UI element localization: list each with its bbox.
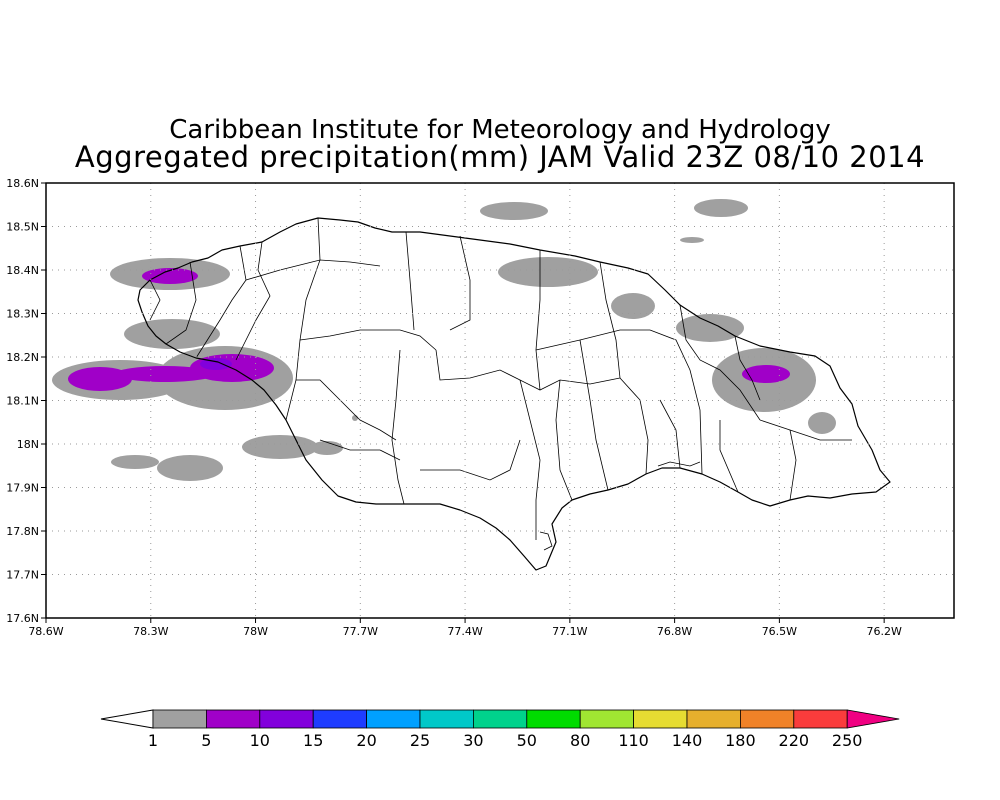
rain-area-gray bbox=[680, 237, 704, 243]
colorbar-label: 50 bbox=[517, 731, 537, 750]
y-tick-label: 17.7N bbox=[6, 569, 39, 582]
x-tick-label: 78.6W bbox=[28, 625, 63, 638]
y-tick-label: 17.8N bbox=[6, 525, 39, 538]
jamaica-coastline bbox=[137, 217, 891, 571]
colorbar-swatch bbox=[526, 709, 581, 729]
colorbar-low-arrow bbox=[100, 709, 154, 729]
precipitation-layer bbox=[52, 199, 836, 481]
colorbar-label: 25 bbox=[410, 731, 430, 750]
rain-area-gray bbox=[242, 435, 318, 459]
rain-area-purple bbox=[142, 268, 198, 284]
colorbar-swatch bbox=[152, 709, 207, 729]
graticule bbox=[46, 183, 954, 618]
offshore-cays bbox=[539, 461, 701, 551]
rain-area-gray bbox=[480, 202, 548, 220]
colorbar-label: 110 bbox=[618, 731, 649, 750]
colorbar-swatch bbox=[579, 709, 635, 729]
x-tick-label: 78.3W bbox=[133, 625, 168, 638]
x-tick-label: 77.7W bbox=[343, 625, 378, 638]
longitude-axis: 78.6W 78.3W 78W 77.7W 77.4W 77.1W 76.8W 76.5W 76… bbox=[28, 618, 902, 638]
colorbar-label: 180 bbox=[725, 731, 756, 750]
rain-area-gray bbox=[498, 257, 598, 287]
rain-area-gray bbox=[676, 314, 744, 342]
rain-area-gray bbox=[311, 441, 343, 455]
rain-area-gray bbox=[157, 455, 223, 481]
colorbar-label: 140 bbox=[672, 731, 703, 750]
colorbar-label: 1 bbox=[148, 731, 158, 750]
map-title-product: Aggregated precipitation(mm) JAM Valid 2… bbox=[74, 140, 926, 174]
y-tick-label: 17.6N bbox=[6, 612, 39, 625]
y-tick-label: 18.2N bbox=[6, 351, 39, 364]
y-tick-label: 18.5N bbox=[6, 221, 39, 234]
x-tick-label: 76.5W bbox=[762, 625, 797, 638]
y-tick-label: 18.3N bbox=[6, 308, 39, 321]
precipitation-colorbar: 1 5 10 15 20 25 30 50 80 110 140 180 220 250 bbox=[100, 709, 900, 750]
colorbar-swatch bbox=[366, 709, 421, 729]
colorbar-label: 5 bbox=[201, 731, 211, 750]
map-frame bbox=[45, 182, 955, 619]
y-tick-label: 18N bbox=[17, 438, 39, 451]
rain-area-gray bbox=[352, 415, 358, 421]
latitude-axis: 18.6N 18.5N 18.4N 18.3N 18.2N 18.1N 18N 17.9N 17… bbox=[6, 177, 46, 625]
colorbar-swatch bbox=[793, 709, 848, 729]
rain-area-purple bbox=[115, 366, 215, 382]
colorbar-label: 250 bbox=[832, 731, 863, 750]
colorbar-swatch bbox=[419, 709, 474, 729]
colorbar-swatch bbox=[312, 709, 368, 729]
y-tick-label: 18.1N bbox=[6, 395, 39, 408]
rain-area-gray bbox=[124, 319, 220, 349]
colorbar-swatch bbox=[740, 709, 795, 729]
rain-area-gray bbox=[611, 293, 655, 319]
rain-area-purple bbox=[742, 365, 790, 383]
colorbar-swatch bbox=[259, 709, 314, 729]
x-tick-label: 77.1W bbox=[552, 625, 587, 638]
colorbar-swatch bbox=[633, 709, 688, 729]
y-tick-label: 18.6N bbox=[6, 177, 39, 190]
rain-area-gray bbox=[111, 455, 159, 469]
y-tick-label: 18.4N bbox=[6, 264, 39, 277]
x-tick-label: 77.4W bbox=[447, 625, 482, 638]
map-title-institute: Caribbean Institute for Meteorology and … bbox=[169, 115, 831, 145]
colorbar-label: 220 bbox=[779, 731, 810, 750]
colorbar-label: 30 bbox=[463, 731, 483, 750]
interior-boundaries bbox=[149, 217, 852, 540]
colorbar-label: 10 bbox=[250, 731, 270, 750]
colorbar-label: 80 bbox=[570, 731, 590, 750]
y-tick-label: 17.9N bbox=[6, 482, 39, 495]
colorbar-swatch bbox=[686, 709, 741, 729]
rain-area-gray bbox=[808, 412, 836, 434]
rain-area-violet bbox=[200, 358, 232, 370]
colorbar-high-arrow bbox=[846, 709, 900, 729]
colorbar-swatch bbox=[472, 709, 528, 729]
rain-area-gray bbox=[694, 199, 748, 217]
colorbar-label: 20 bbox=[356, 731, 376, 750]
x-tick-label: 76.8W bbox=[657, 625, 692, 638]
x-tick-label: 76.2W bbox=[866, 625, 901, 638]
x-tick-label: 78W bbox=[243, 625, 268, 638]
colorbar-label: 15 bbox=[303, 731, 323, 750]
colorbar-swatch bbox=[205, 709, 261, 729]
